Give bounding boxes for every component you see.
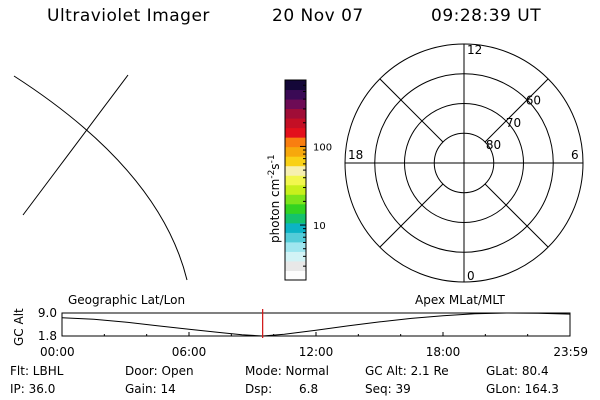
polar-diagonal-line xyxy=(484,78,549,143)
colorbar-segment xyxy=(285,165,306,176)
info-gain: Gain: 14 xyxy=(125,382,176,396)
orbit-altitude-line xyxy=(61,312,571,337)
orbit-right-label: Apex MLat/MLT xyxy=(415,293,505,307)
colorbar-segment xyxy=(285,260,306,271)
orbit-x-tick-label: 18:00 xyxy=(426,345,461,359)
colorbar: 100 10 xyxy=(284,79,332,281)
polar-lat-label: 70 xyxy=(506,116,521,130)
colorbar-segment xyxy=(285,146,306,157)
colorbar-segment xyxy=(285,270,306,281)
polar-diagonal-line xyxy=(484,183,549,248)
header-date: 20 Nov 07 xyxy=(272,6,364,26)
polar-lat-label: 80 xyxy=(486,138,501,152)
info-gc-alt: GC Alt: 2.1 Re xyxy=(365,364,449,378)
info-dsp-label: Dsp: xyxy=(245,382,273,396)
polar-mlt-label: 18 xyxy=(348,148,363,162)
header-title: Ultraviolet Imager xyxy=(47,6,210,26)
map-latitude-arc xyxy=(13,75,188,281)
colorbar-segment xyxy=(285,127,306,138)
colorbar-segment xyxy=(285,89,306,100)
colorbar-segment xyxy=(285,213,306,224)
colorbar-segment xyxy=(285,99,306,110)
colorbar-tick-label: 10 xyxy=(313,221,326,232)
colorbar-segment xyxy=(285,118,306,129)
polar-mlt-label: 12 xyxy=(467,43,482,57)
info-filter: Flt: LBHL xyxy=(10,364,64,378)
map-longitude-line xyxy=(22,74,129,216)
colorbar-segment xyxy=(285,184,306,195)
info-dsp-value: 6.8 xyxy=(299,382,319,396)
colorbar-segment xyxy=(285,241,306,252)
colorbar-segment xyxy=(285,80,306,91)
orbit-left-label: Geographic Lat/Lon xyxy=(68,293,186,307)
orbit-y-tick-label: 9.0 xyxy=(38,306,57,320)
colorbar-segment xyxy=(285,108,306,119)
info-ip: IP: 36.0 xyxy=(10,382,56,396)
colorbar-frame xyxy=(284,79,307,281)
colorbar-segment xyxy=(285,222,306,233)
geographic-grid-plot xyxy=(13,74,188,281)
polar-mlt-label: 0 xyxy=(467,269,475,283)
colorbar-label: photon cm-2s-1 xyxy=(267,154,282,243)
colorbar-segment xyxy=(285,232,306,243)
orbit-x-tick-label: 12:00 xyxy=(299,345,334,359)
orbit-x-tick-label: 00:00 xyxy=(40,345,75,359)
polar-mlt-label: 6 xyxy=(571,148,579,162)
orbit-x-tick-label: 23:59 xyxy=(553,345,588,359)
polar-lat-label: 60 xyxy=(526,94,541,108)
colorbar-segment xyxy=(285,137,306,148)
polar-diagonal-line xyxy=(379,183,444,248)
info-door: Door: Open xyxy=(125,364,194,378)
orbit-x-tick-label: 06:00 xyxy=(172,345,207,359)
info-glon: GLon: 164.3 xyxy=(486,382,559,396)
header-time: 09:28:39 UT xyxy=(431,6,542,26)
info-seq: Seq: 39 xyxy=(365,382,411,396)
colorbar-segment xyxy=(285,251,306,262)
colorbar-segment xyxy=(285,203,306,214)
colorbar-segment xyxy=(285,175,306,186)
info-mode: Mode: Normal xyxy=(245,364,329,378)
orbit-plot: 9.0 1.8 00:00 06:00 12:00 18:00 23:59 xyxy=(38,306,588,359)
orbit-y-tick-label: 1.8 xyxy=(38,329,57,343)
info-glat: GLat: 80.4 xyxy=(486,364,549,378)
polar-diagonal-line xyxy=(379,78,444,143)
colorbar-segment xyxy=(285,194,306,205)
colorbar-segment xyxy=(285,156,306,167)
colorbar-tick-label: 100 xyxy=(313,142,332,153)
